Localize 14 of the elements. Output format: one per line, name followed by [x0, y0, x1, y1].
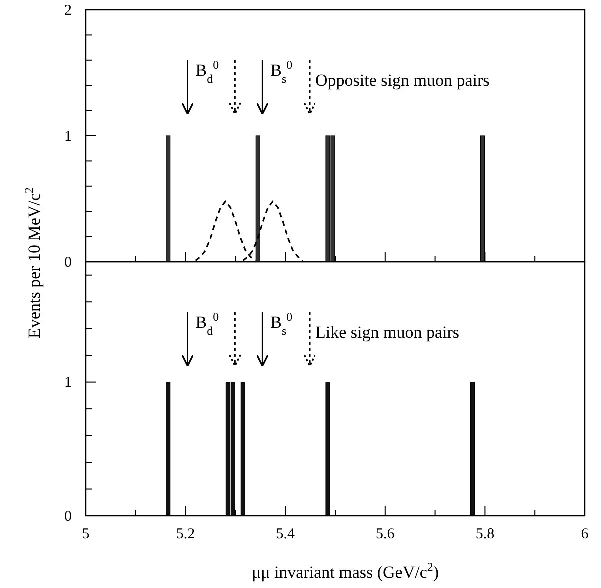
x-tick-label: 5.4: [276, 526, 296, 543]
x-tick-label: 5.6: [376, 526, 396, 543]
x-axis-title: μμ invariant mass (GeV/c$^{2}$): [252, 560, 440, 582]
y-tick-label: 0: [64, 508, 72, 525]
y-tick-label: 1: [64, 375, 72, 392]
y-tick-label: 2: [64, 2, 72, 19]
x-tick-label: 6: [581, 526, 590, 543]
x-tick-label: 5.8: [476, 526, 495, 543]
annotation: Opposite sign muon pairs: [316, 71, 490, 90]
y-tick-label: 0: [64, 254, 72, 271]
annotation: Like sign muon pairs: [316, 323, 460, 342]
x-tick-label: 5.2: [176, 526, 196, 543]
x-tick-label: 5: [82, 526, 90, 543]
y-tick-label: 1: [64, 128, 72, 145]
